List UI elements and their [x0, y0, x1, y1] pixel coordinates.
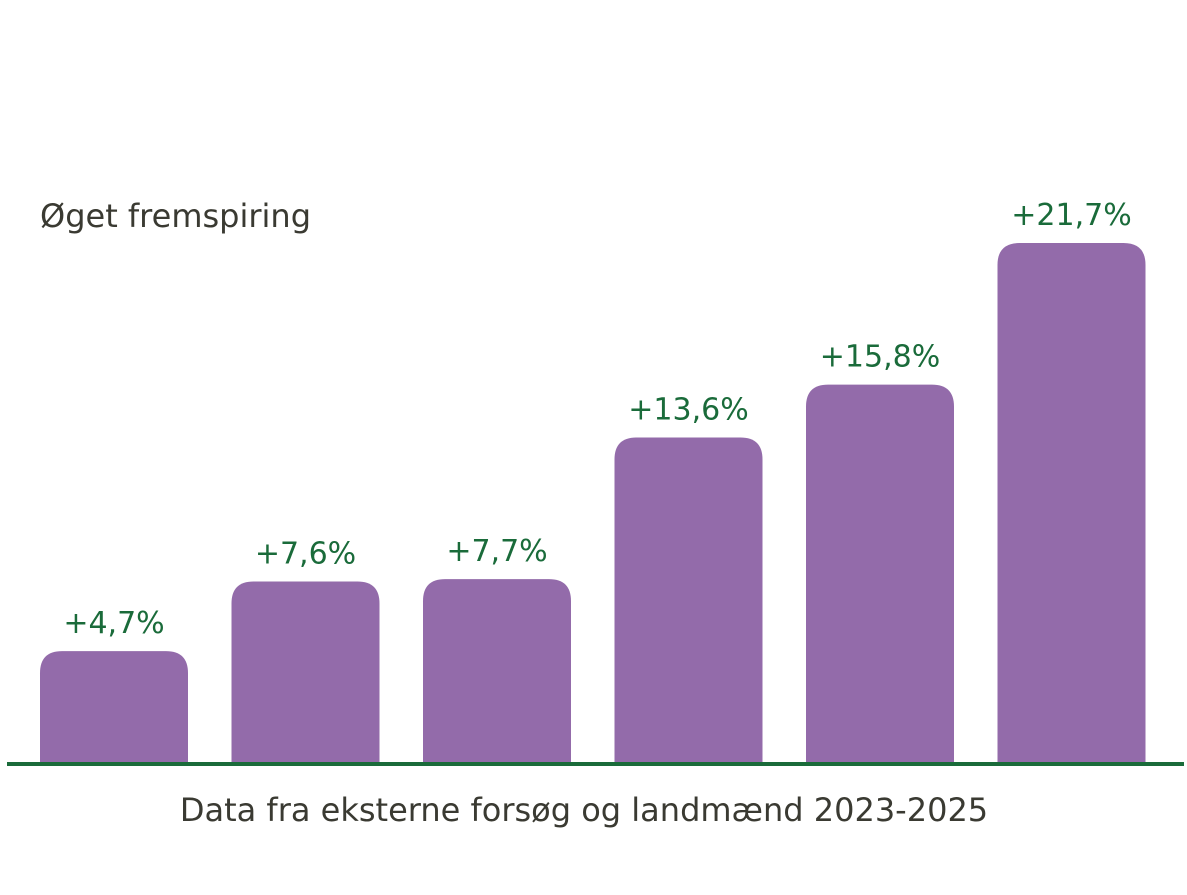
value-label-2: +7,6%	[255, 537, 356, 572]
x-axis-label: Data fra eksterne forsøg og landmænd 202…	[180, 791, 988, 829]
bar-4	[614, 437, 763, 764]
value-labels: +4,7% +7,6% +7,7% +13,6% +15,8% +21,7%	[63, 198, 1131, 641]
value-label-3: +7,7%	[446, 534, 547, 569]
y-axis-label: Øget fremspiring	[40, 197, 311, 235]
bars	[40, 243, 1146, 764]
bar-6	[997, 243, 1146, 764]
value-label-1: +4,7%	[63, 606, 164, 641]
bar-3	[423, 579, 571, 764]
bar-1	[40, 651, 188, 764]
value-label-6: +21,7%	[1011, 198, 1131, 233]
bar-5	[806, 384, 954, 764]
bar-2	[231, 581, 380, 764]
value-label-5: +15,8%	[820, 340, 940, 375]
value-label-4: +13,6%	[628, 392, 748, 427]
